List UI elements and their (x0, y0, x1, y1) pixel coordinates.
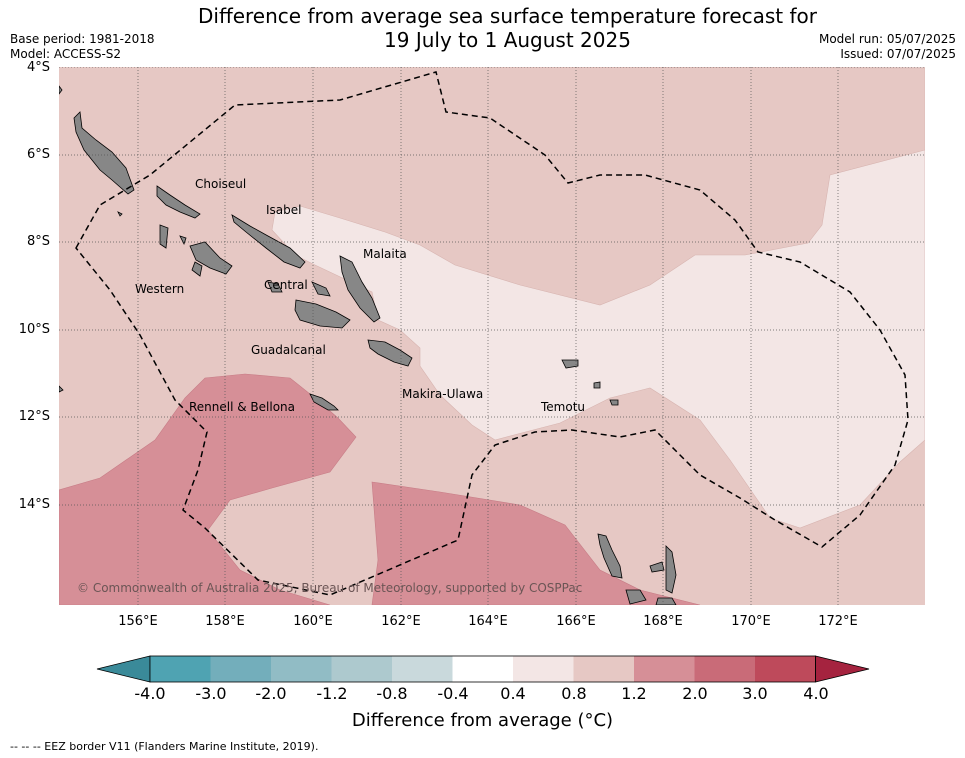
lat-label-10s: 10°S (18, 322, 50, 337)
title-line-2: 19 July to 1 August 2025 (384, 28, 631, 52)
island-misc-2 (179, 235, 187, 246)
cb-tick: -3.0 (195, 684, 227, 703)
colorbar-swatch (755, 656, 816, 682)
colorbar-swatch (694, 656, 756, 682)
cb-tick: -0.8 (376, 684, 408, 703)
model-name: Model: ACCESS-S2 (10, 47, 122, 61)
label-rennell-bellona: Rennell & Bellona (189, 400, 295, 414)
colorbar-swatch (150, 656, 211, 682)
island-vanuatu-4 (649, 561, 665, 573)
colorbar-label: Difference from average (°C) (351, 710, 614, 731)
colorbar-swatch (634, 656, 695, 682)
colorbar-swatch (210, 656, 272, 682)
island-shortland (156, 185, 201, 219)
lon-label-172e: 172°E (818, 614, 858, 629)
lon-label-156e: 156°E (118, 614, 158, 629)
island-choiseul (73, 111, 135, 195)
anomaly-region-warm-west (59, 373, 357, 605)
island-misc-1 (117, 211, 123, 217)
colorbar-swatch (392, 656, 453, 682)
land-masses (59, 85, 677, 605)
cb-tick: 0.8 (561, 684, 587, 703)
lon-label-160e: 160°E (293, 614, 333, 629)
cb-tick: 3.0 (742, 684, 768, 703)
map-area: Choiseul Isabel Western Malaita Central … (59, 67, 925, 605)
cb-tick: -4.0 (134, 684, 166, 703)
island-central (267, 281, 283, 293)
lat-label-8s: 8°S (26, 234, 50, 249)
island-guadalcanal (294, 299, 351, 329)
lon-label-164e: 164°E (468, 614, 508, 629)
graticule (59, 67, 925, 605)
cb-tick: -0.4 (437, 684, 469, 703)
cb-tick: -1.2 (316, 684, 348, 703)
colorbar-swatch (271, 656, 332, 682)
lon-label-166e: 166°E (556, 614, 596, 629)
island-malaita (339, 255, 381, 323)
meta-left: Base period: 1981-2018 Model: ACCESS-S2 (10, 32, 155, 62)
colorbar-swatch (452, 656, 514, 682)
island-temotu-1 (561, 359, 579, 369)
island-temotu-3 (609, 399, 619, 406)
colorbar-swatch (573, 656, 635, 682)
lon-label-158e: 158°E (205, 614, 245, 629)
label-central: Central (264, 278, 308, 292)
title-line-1: Difference from average sea surface temp… (197, 4, 817, 28)
label-choiseul: Choiseul (195, 177, 246, 191)
lon-label-162e: 162°E (381, 614, 421, 629)
cb-tick: 4.0 (803, 684, 829, 703)
lat-label-12s: 12°S (18, 409, 50, 424)
colorbar-extend-high (815, 655, 870, 683)
label-makira-ulawa: Makira-Ulawa (402, 387, 483, 401)
label-western: Western (135, 282, 184, 296)
lat-label-14s: 14°S (18, 497, 50, 512)
cb-tick: 1.2 (621, 684, 647, 703)
island-rendova (191, 261, 203, 277)
model-run: Model run: 05/07/2025 (818, 32, 956, 46)
island-isabel (231, 214, 306, 269)
island-bougainville-edge (59, 85, 63, 95)
province-labels: Choiseul Isabel Western Malaita Central … (135, 177, 585, 414)
colorbar-frame (149, 655, 816, 683)
colorbar (96, 655, 870, 683)
island-vanuatu-1 (597, 533, 623, 579)
island-temotu-2 (593, 381, 601, 389)
label-temotu: Temotu (540, 400, 585, 414)
issued-date: Issued: 07/07/2025 (840, 47, 956, 61)
eez-border (75, 71, 909, 596)
copyright-text: © Commonwealth of Australia 2025, Bureau… (77, 581, 582, 595)
lat-label-6s: 6°S (26, 147, 50, 162)
lon-label-168e: 168°E (643, 614, 683, 629)
label-malaita: Malaita (363, 247, 407, 261)
island-rennell (309, 393, 339, 411)
label-isabel: Isabel (266, 203, 301, 217)
island-new-georgia (189, 241, 233, 275)
island-west-edge (59, 385, 64, 393)
cb-tick: -2.0 (255, 684, 287, 703)
anomaly-region-light (271, 67, 925, 529)
base-period: Base period: 1981-2018 (10, 32, 155, 46)
cb-tick: 0.4 (500, 684, 526, 703)
label-guadalcanal: Guadalcanal (251, 343, 326, 357)
island-vanuatu-5 (655, 597, 677, 605)
island-vanuatu-2 (665, 545, 677, 594)
lat-label-4s: 4°S (26, 60, 50, 75)
meta-right: Model run: 05/07/2025 Issued: 07/07/2025 (819, 32, 956, 62)
colorbar-swatch (331, 656, 393, 682)
anomaly-region-warm-south (371, 481, 701, 605)
island-florida (311, 281, 331, 297)
island-makira (367, 339, 413, 367)
colorbar-extend-low (96, 655, 151, 683)
island-vanuatu-3 (625, 589, 647, 605)
cb-tick: 2.0 (682, 684, 708, 703)
eez-footnote: -- -- -- EEZ border V11 (Flanders Marine… (10, 740, 319, 753)
lon-label-170e: 170°E (731, 614, 771, 629)
chart-title: Difference from average sea surface temp… (0, 4, 965, 52)
colorbar-swatch (513, 656, 574, 682)
